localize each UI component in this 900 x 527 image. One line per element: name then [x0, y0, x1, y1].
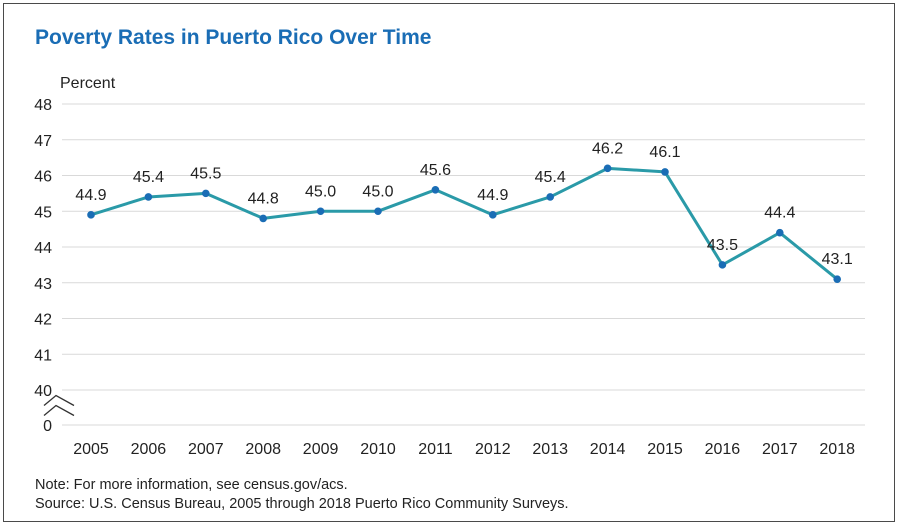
- axis-break-mark-lower: [43, 404, 75, 417]
- y-tick-label: 43: [34, 276, 52, 293]
- y-tick-label: 46: [34, 169, 52, 186]
- y-tick-label: 40: [34, 383, 52, 400]
- x-tick-label: 2011: [418, 441, 453, 458]
- note-text: Note: For more information, see census.g…: [35, 477, 348, 493]
- series-line: [90, 166, 839, 281]
- data-label: 44.9: [477, 187, 508, 204]
- data-point: [718, 261, 727, 269]
- data-label: 44.8: [248, 190, 279, 207]
- y-tick-label: 47: [34, 133, 52, 150]
- data-point: [202, 189, 210, 198]
- x-tick-label: 2017: [762, 441, 798, 458]
- x-tick-label: 2009: [303, 441, 339, 458]
- data-point: [87, 211, 95, 219]
- data-point: [374, 207, 382, 216]
- x-tick-label: 2012: [475, 441, 511, 458]
- y-tick-label: 44: [34, 240, 52, 257]
- axis-break: [43, 394, 75, 417]
- data-point: [661, 168, 669, 176]
- x-tick-label: 2016: [705, 441, 741, 458]
- y-axis: Percent 40 41 42 43 44 45 46 47 48 0: [34, 75, 115, 435]
- grid-lines: [62, 103, 865, 426]
- x-tick-label: 2007: [188, 441, 224, 458]
- y-tick-label: 45: [34, 204, 52, 221]
- data-label: 46.1: [649, 144, 680, 161]
- y-tick-label: 41: [34, 347, 52, 364]
- x-tick-label: 2006: [131, 441, 167, 458]
- data-label: 45.0: [362, 183, 393, 200]
- data-point: [431, 186, 440, 194]
- data-point: [776, 228, 784, 237]
- footnotes: Note: For more information, see census.g…: [35, 476, 569, 514]
- x-tick-label: 2018: [819, 441, 855, 458]
- data-label: 43.5: [707, 237, 738, 254]
- data-label: 44.4: [764, 205, 795, 222]
- x-tick-label: 2015: [647, 441, 683, 458]
- chart-title: Poverty Rates in Puerto Rico Over Time: [35, 26, 432, 49]
- data-point: [489, 211, 497, 219]
- x-tick-label: 2005: [73, 441, 109, 458]
- y-tick-label: 42: [34, 312, 52, 329]
- data-label: 44.9: [75, 187, 106, 204]
- x-tick-label: 2008: [245, 441, 281, 458]
- data-points: [87, 164, 841, 283]
- axis-break-mark-upper: [43, 394, 75, 407]
- y-tick-label: 48: [34, 97, 52, 114]
- y-axis-label: Percent: [60, 75, 116, 92]
- source-text: Source: U.S. Census Bureau, 2005 through…: [35, 496, 569, 512]
- data-label: 45.5: [190, 165, 221, 182]
- series-polyline: [90, 166, 839, 281]
- y-tick-label-zero: 0: [43, 418, 52, 435]
- data-label: 45.4: [133, 169, 164, 186]
- data-point: [144, 193, 153, 201]
- data-label: 45.0: [305, 183, 336, 200]
- data-label: 46.2: [592, 140, 623, 157]
- data-label: 43.1: [822, 251, 853, 268]
- x-axis: 2005 2006 2007 2008 2009 2010 2011 2012 2013 2014…: [73, 441, 855, 458]
- data-point: [603, 164, 612, 173]
- data-label: 45.6: [420, 162, 451, 179]
- data-point: [833, 275, 841, 283]
- data-point: [259, 214, 268, 223]
- data-label: 45.4: [535, 169, 566, 186]
- x-tick-label: 2014: [590, 441, 626, 458]
- data-labels: 44.9 45.4 45.5 44.8 45.0 45.0 45.6 44.9 45.4 46.2…: [75, 140, 852, 268]
- x-tick-label: 2013: [532, 441, 568, 458]
- chart-frame: [3, 3, 895, 522]
- x-tick-label: 2010: [360, 441, 396, 458]
- data-point: [316, 207, 325, 216]
- data-point: [546, 193, 554, 201]
